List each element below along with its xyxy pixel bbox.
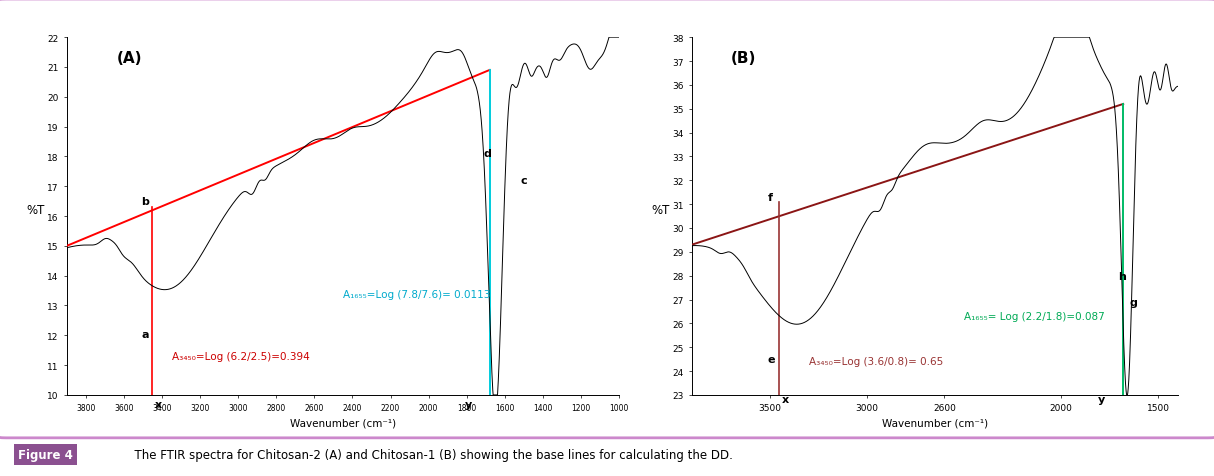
Text: A₁₆₅₅= Log (2.2/1.8)=0.087: A₁₆₅₅= Log (2.2/1.8)=0.087 <box>964 311 1105 321</box>
Text: f: f <box>767 192 773 202</box>
Text: h: h <box>1118 272 1127 282</box>
Text: e: e <box>767 354 776 364</box>
Y-axis label: %T: %T <box>652 204 670 217</box>
Text: g: g <box>1129 298 1136 308</box>
Text: y: y <box>465 399 472 409</box>
Text: A₃₄₅₀=Log (3.6/0.8)= 0.65: A₃₄₅₀=Log (3.6/0.8)= 0.65 <box>809 356 943 366</box>
Text: x: x <box>782 394 789 404</box>
Text: The FTIR spectra for Chitosan-2 (A) and Chitosan-1 (B) showing the base lines fo: The FTIR spectra for Chitosan-2 (A) and … <box>127 448 733 461</box>
Text: a: a <box>141 329 148 339</box>
Text: b: b <box>141 197 149 207</box>
Y-axis label: %T: %T <box>27 204 45 217</box>
Text: A₃₄₅₀=Log (6.2/2.5)=0.394: A₃₄₅₀=Log (6.2/2.5)=0.394 <box>171 351 310 361</box>
Text: d: d <box>484 149 492 159</box>
Text: c: c <box>520 176 527 186</box>
X-axis label: Wavenumber (cm⁻¹): Wavenumber (cm⁻¹) <box>881 418 988 428</box>
Text: A₁₆₅₅=Log (7.8/7.6)= 0.0113: A₁₆₅₅=Log (7.8/7.6)= 0.0113 <box>342 289 490 299</box>
Text: (B): (B) <box>731 51 756 66</box>
Text: (A): (A) <box>117 51 142 66</box>
Text: Figure 4: Figure 4 <box>18 448 73 461</box>
Text: y: y <box>1099 394 1106 404</box>
X-axis label: Wavenumber (cm⁻¹): Wavenumber (cm⁻¹) <box>290 418 396 428</box>
Text: x: x <box>154 399 161 409</box>
